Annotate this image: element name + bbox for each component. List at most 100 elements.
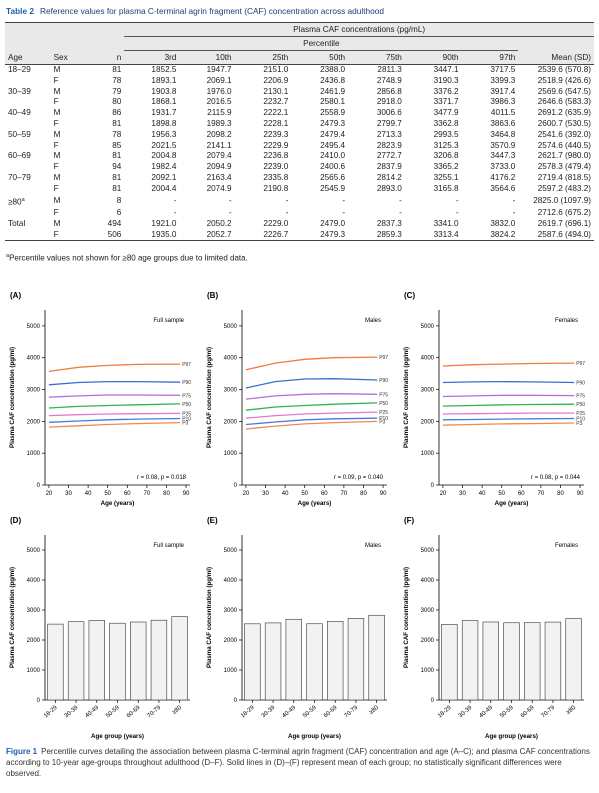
table-cell: 3125.3 (433, 140, 459, 150)
table-cell: 2772.7 (376, 151, 402, 161)
table-cell: 2479.0 (320, 218, 346, 228)
table-cell: 4011.5 (490, 108, 516, 118)
table-cell: 2587.6 (494.0) (518, 229, 594, 242)
column-header: n (91, 50, 125, 65)
table-cell: 3206.8 (433, 151, 459, 161)
table-row: 50–59 M 78 1956.3 2098.2 2239.3 2479.4 2713.3 29… (5, 130, 594, 141)
x-tick-label: 60 (321, 491, 328, 497)
y-tick-label: 3000 (421, 608, 435, 614)
table-row: 18–29 M 81 1852.5 1947.7 2151.0 2388.0 2811.3 34… (5, 65, 594, 76)
annotation: Full sample (153, 318, 184, 324)
x-axis-label: Age group (years) (485, 733, 538, 740)
table-cell: 2597.2 (483.2) (537, 183, 591, 193)
table-cell: 3376.2 (433, 86, 459, 96)
table-cell: 3341.0 (433, 218, 459, 228)
curve-label: P97 (182, 362, 191, 368)
x-tick-label: 70-79 (147, 705, 163, 720)
table-cell (5, 184, 51, 195)
column-header: Mean (SD) (518, 50, 594, 65)
curve-label: P50 (182, 402, 191, 408)
y-tick-label: 0 (234, 483, 238, 489)
percentile-curve (245, 378, 378, 389)
x-tick-label: 50-59 (302, 705, 318, 720)
table-cell: 1956.3 (151, 129, 177, 139)
curve-label: P25 (576, 411, 585, 417)
table-cell: F (53, 140, 59, 150)
column-header: 10th (179, 50, 235, 65)
bar (88, 620, 105, 701)
table-cell (5, 229, 51, 242)
table-cell: 494 (107, 218, 122, 228)
table-cell: 2558.9 (320, 108, 346, 118)
table-cell: 18–29 (8, 65, 31, 74)
percentile-curve (48, 412, 181, 417)
table-cell: 40–49 (8, 108, 31, 118)
x-tick-label: 40-49 (84, 705, 100, 720)
table-cell: 2206.9 (263, 75, 289, 85)
table-cell: 81 (112, 65, 122, 74)
table-cell: 81 (112, 118, 122, 128)
table-cell (5, 141, 51, 152)
table-cell: 2388.0 (320, 65, 346, 74)
table-cell: - (173, 195, 177, 205)
curve-label: P10 (379, 416, 388, 422)
table-cell: 2811.3 (377, 65, 402, 74)
x-tick-label: 50 (301, 491, 308, 497)
caption-text: Percentile curves detailing the associat… (6, 747, 590, 778)
percentile-curve (442, 422, 575, 426)
bar (368, 614, 385, 701)
table-cell: 2229.0 (263, 218, 289, 228)
table-cell: 2825.0 (1097.9) (533, 195, 591, 205)
table-cell: 3986.3 (490, 97, 516, 107)
table-cell: - (173, 208, 177, 218)
table-cell: 2228.1 (263, 118, 289, 128)
table-cell: - (455, 195, 459, 205)
table-cell: 3313.4 (404, 229, 462, 242)
curve-label: P25 (379, 410, 388, 416)
table-cell: 3255.1 (433, 172, 459, 182)
table-cell: 2918.0 (376, 97, 402, 107)
percentile-curve (48, 403, 181, 409)
percentile-curve (442, 412, 575, 415)
y-tick-label: 5000 (224, 324, 238, 330)
table-cell: F (53, 208, 59, 218)
table-title: Table 2 Reference values for plasma C-ter… (6, 6, 384, 16)
y-tick-label: 0 (431, 483, 435, 489)
table-cell: 2814.2 (376, 172, 402, 182)
table-row: 70–79 M 81 2092.1 2163.4 2335.8 2565.6 2814.2 32… (5, 173, 594, 184)
annotation: Females (555, 543, 578, 549)
table-cell (5, 97, 51, 108)
table-cell: 1976.0 (206, 86, 232, 96)
x-tick-label: 70-79 (541, 705, 557, 720)
percentile-curve (48, 417, 181, 423)
bar (150, 619, 168, 701)
table-cell: 2092.1 (151, 172, 177, 182)
header-cell (518, 36, 594, 51)
table-cell: 6 (116, 208, 122, 218)
y-tick-label: 0 (37, 483, 41, 489)
footnote-marker: a (21, 196, 25, 203)
table-cell: 3006.6 (376, 108, 402, 118)
table-cell: M (53, 129, 61, 139)
table-cell: 3399.3 (490, 75, 516, 85)
table-cell: 2436.8 (320, 75, 346, 85)
y-tick-label: 4000 (421, 356, 435, 362)
table-cell: - (512, 195, 516, 205)
y-tick-label: 2000 (421, 419, 435, 425)
x-tick-label: 60-69 (520, 705, 536, 720)
table-cell: M (53, 65, 61, 74)
bar (264, 622, 282, 701)
table-cell: 50–59 (8, 129, 31, 139)
table-cell: 1935.0 (124, 229, 180, 242)
annotation: Males (365, 318, 381, 324)
figure-caption: Figure 1 Percentile curves detailing the … (6, 746, 594, 779)
x-axis-label: Age group (years) (288, 733, 341, 740)
table-cell: F (53, 75, 59, 85)
y-tick-label: 2000 (224, 419, 238, 425)
y-tick-label: 3000 (224, 608, 238, 614)
y-axis-label: Plasma CAF concentration (pg/ml) (9, 347, 16, 448)
table-cell: 3362.8 (433, 118, 459, 128)
x-tick-label: 30 (459, 491, 466, 497)
percentile-curve (245, 356, 378, 371)
